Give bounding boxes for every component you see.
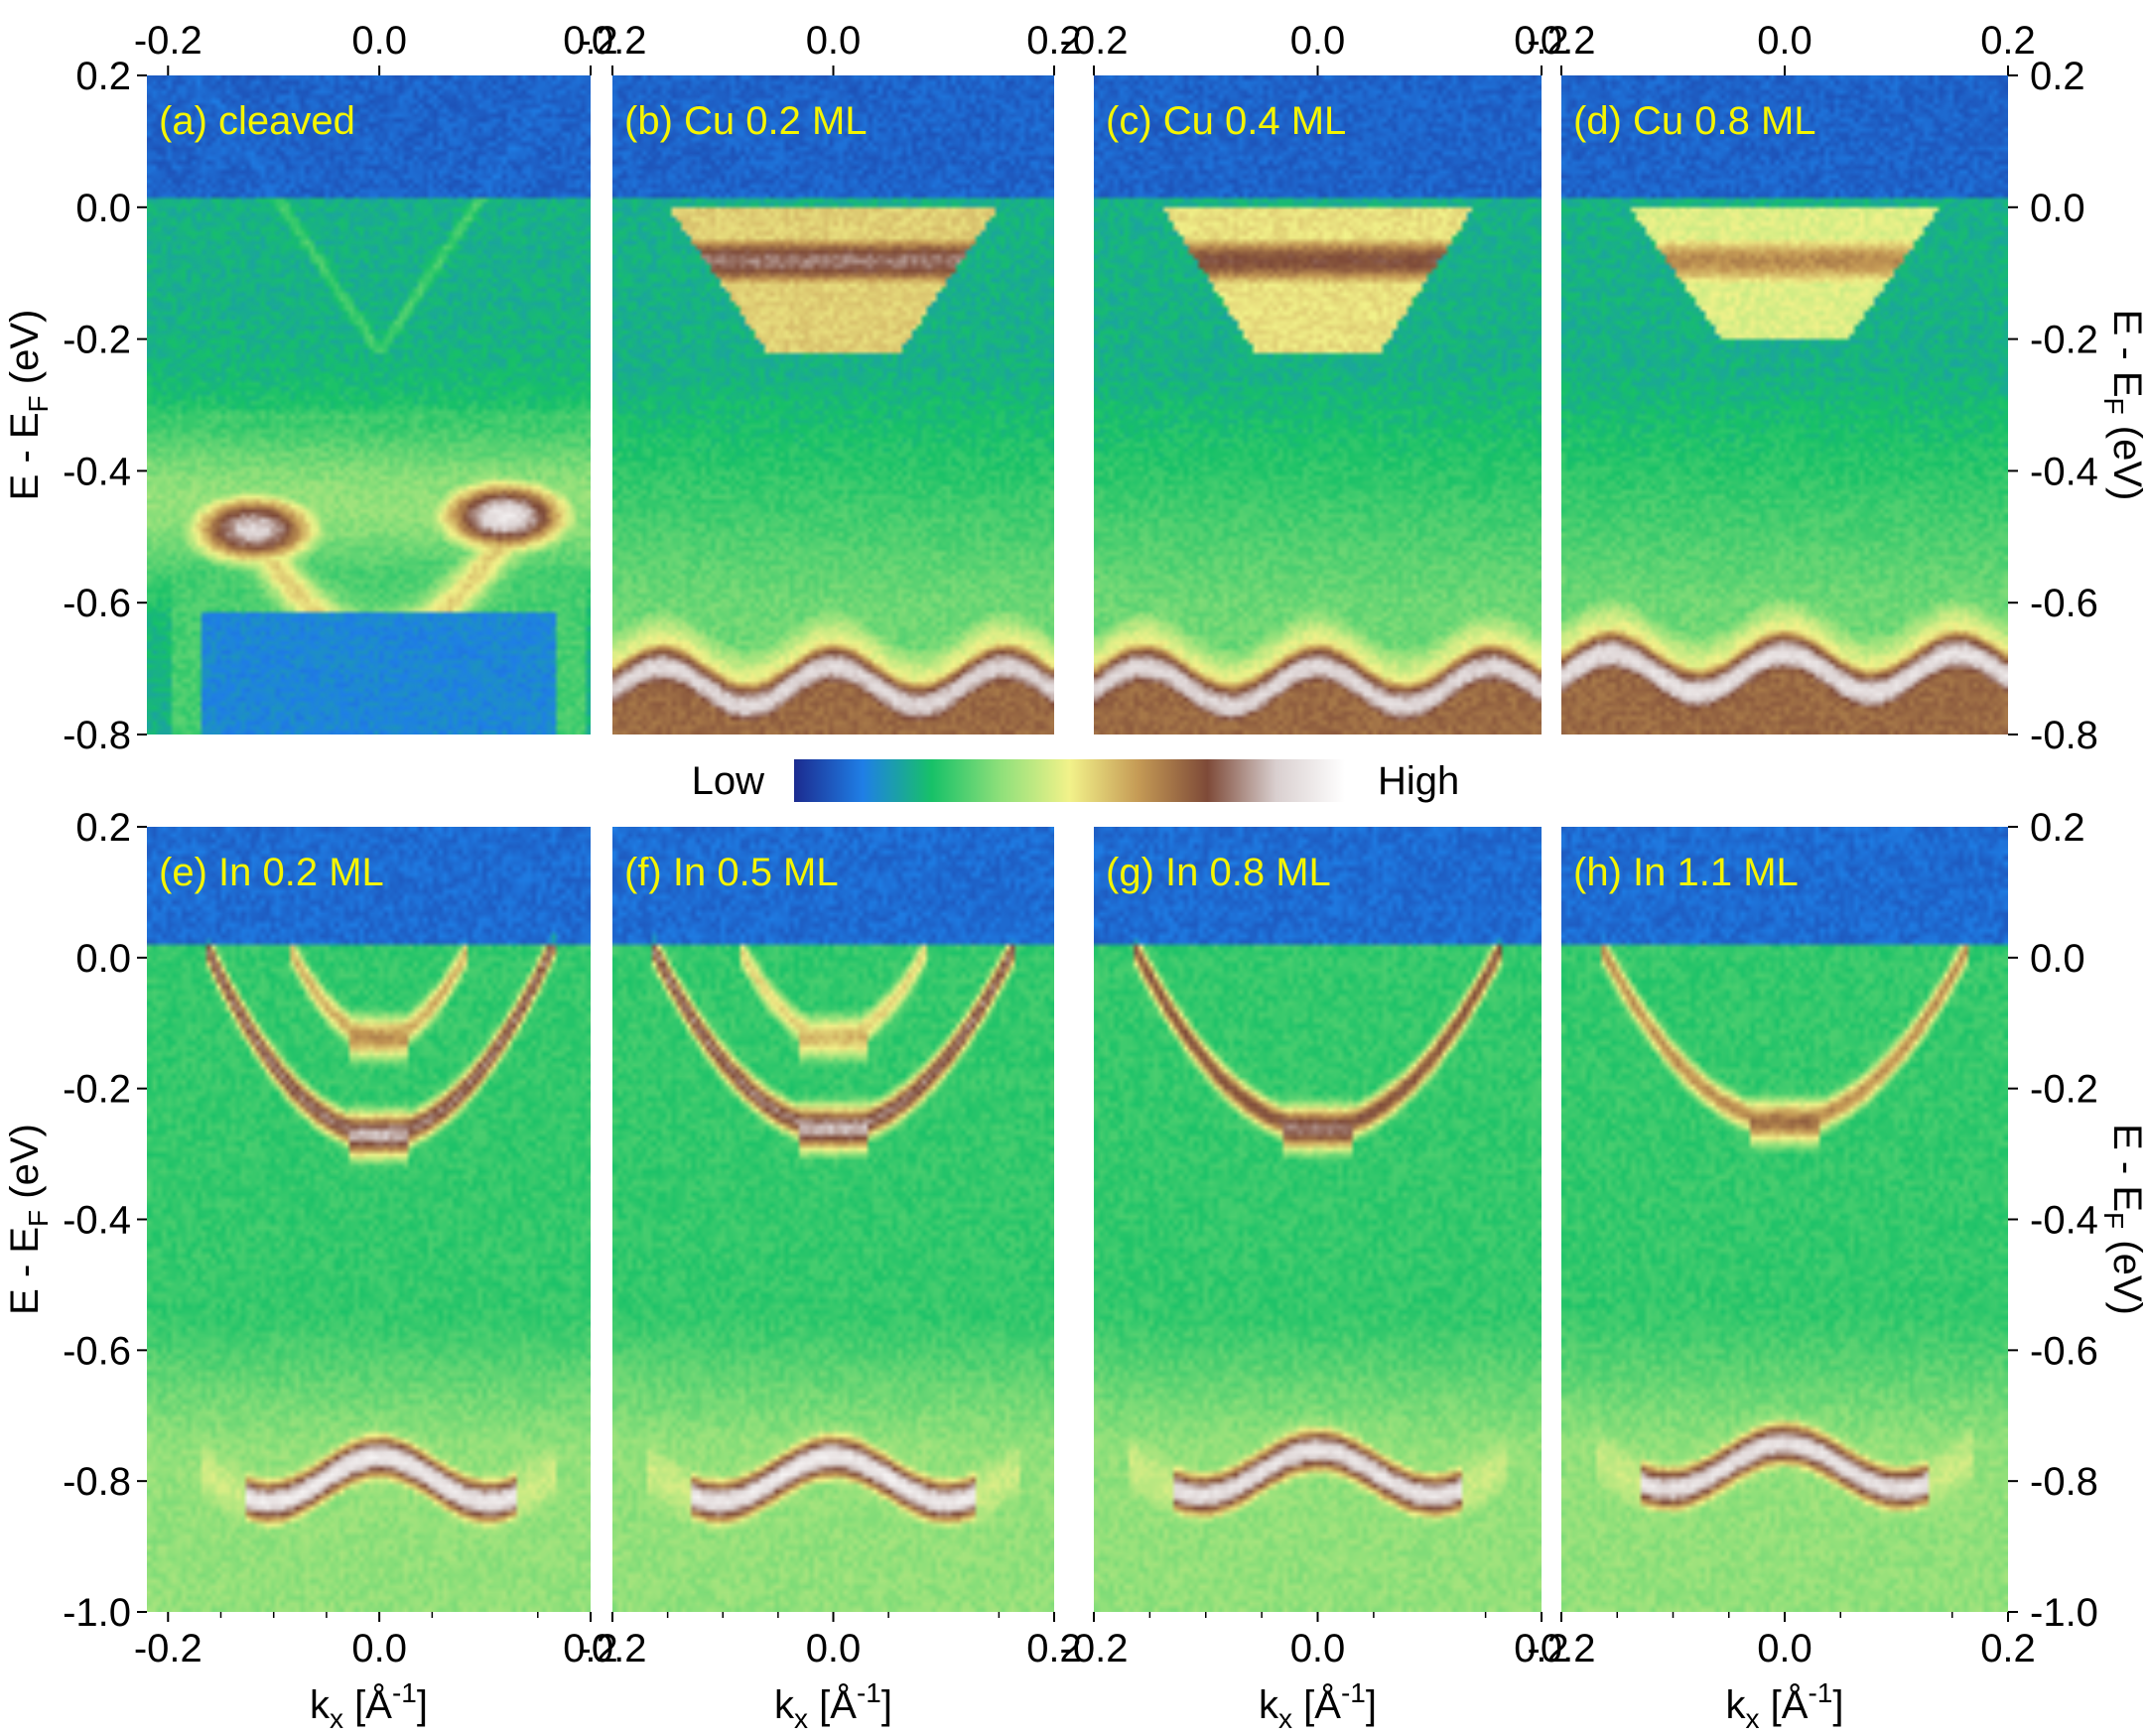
panel-4: (d) Cu 0.8 ML (1561, 75, 2008, 734)
colorbar-bar (794, 759, 1345, 802)
y-tick-label: 0.2 (2030, 55, 2085, 98)
y-axis-label: E - EF (eV) (2098, 310, 2147, 501)
panel-title: (d) Cu 0.8 ML (1573, 99, 1816, 143)
heatmap-image (612, 75, 1054, 734)
colorbar: Low High (692, 759, 1460, 803)
panel-8: (h) In 1.1 ML (1561, 827, 2008, 1612)
panel-5: (e) In 0.2 ML (147, 827, 591, 1612)
y-tick-label: -1.0 (2030, 1591, 2098, 1635)
heatmap-image (147, 827, 591, 1612)
y-tick-label: -0.8 (2030, 1460, 2098, 1504)
x-tick-label: 0.0 (806, 1627, 862, 1670)
y-tick-label: -0.2 (63, 1068, 131, 1112)
colorbar-low-label: Low (692, 759, 764, 803)
heatmap-image (1561, 827, 2008, 1612)
x-tick-label: -0.2 (579, 19, 647, 63)
y-axis-label: E - EF (eV) (3, 1124, 54, 1315)
x-tick-label: 0.0 (351, 19, 407, 63)
panel-axes: -0.2 0.0 0.2kx [Å-1] (1060, 1612, 1569, 1734)
x-tick-label: -0.2 (579, 1627, 647, 1670)
x-tick-label: 0.2 (1980, 19, 2036, 63)
y-tick-label: -0.4 (63, 450, 131, 493)
panel-axes: -0.2 0.0 0.2 (1060, 19, 1569, 75)
panel-axes: -0.2 0.0 0.2kx [Å-1] (579, 1612, 1082, 1734)
y-tick-label: -0.6 (63, 1329, 131, 1373)
y-tick-label: 0.0 (2030, 937, 2085, 981)
y-tick-label: -0.2 (2030, 1068, 2098, 1112)
x-tick-label: 0.0 (1290, 19, 1346, 63)
x-tick-label: -0.2 (134, 1627, 202, 1670)
x-axis-label: kx [Å-1] (774, 1677, 892, 1734)
x-tick-label: 0.0 (351, 1627, 407, 1670)
heatmap-image (1094, 75, 1542, 734)
x-tick-label: 0.0 (1290, 1627, 1346, 1670)
x-tick-label: 0.0 (1757, 1627, 1812, 1670)
y-tick-label: 0.2 (75, 806, 131, 850)
y-tick-label: -0.4 (2030, 1199, 2098, 1243)
panel-1: (a) cleaved (147, 75, 591, 734)
panel-title: (e) In 0.2 ML (159, 851, 384, 894)
heatmap-image (1094, 827, 1542, 1612)
x-axis-label: kx [Å-1] (1259, 1677, 1377, 1734)
y-axis-label: E - EF (eV) (2098, 1124, 2147, 1315)
y-tick-label: -1.0 (63, 1591, 131, 1635)
panel-axes: -0.2 0.0 0.2 (579, 19, 1082, 75)
x-tick-label: -0.2 (1528, 1627, 1596, 1670)
y-tick-label: 0.0 (75, 187, 131, 230)
panel-6: (f) In 0.5 ML (612, 827, 1054, 1612)
y-tick-label: -0.8 (63, 1460, 131, 1504)
y-tick-label: -0.2 (2030, 319, 2098, 362)
panel-title: (f) In 0.5 ML (624, 851, 839, 894)
y-tick-label: 0.0 (2030, 187, 2085, 230)
panel-title: (c) Cu 0.4 ML (1106, 99, 1346, 143)
y-tick-label: -0.2 (63, 319, 131, 362)
x-tick-label: 0.0 (1757, 19, 1812, 63)
heatmap-image (612, 827, 1054, 1612)
panel-group: (a) cleaved (b) Cu 0.2 ML (c) Cu 0.4 ML (d)… (147, 75, 2008, 1612)
x-tick-label: -0.2 (134, 19, 202, 63)
x-tick-label: 0.2 (1980, 1627, 2036, 1670)
panel-3: (c) Cu 0.4 ML (1094, 75, 1542, 734)
panel-2: (b) Cu 0.2 ML (612, 75, 1054, 734)
x-axis-label: kx [Å-1] (1726, 1677, 1844, 1734)
x-tick-label: -0.2 (1060, 19, 1129, 63)
y-tick-label: -0.8 (63, 714, 131, 757)
y-tick-label: 0.0 (75, 937, 131, 981)
x-axis-label: kx [Å-1] (310, 1677, 428, 1734)
y-tick-label: 0.2 (2030, 806, 2085, 850)
y-tick-label: -0.4 (2030, 450, 2098, 493)
x-tick-label: -0.2 (1060, 1627, 1129, 1670)
panel-title: (g) In 0.8 ML (1106, 851, 1331, 894)
colorbar-high-label: High (1378, 759, 1459, 803)
y-tick-label: -0.6 (2030, 1329, 2098, 1373)
heatmap-image (147, 75, 591, 734)
y-tick-label: -0.8 (2030, 714, 2098, 757)
y-tick-label: -0.6 (63, 582, 131, 625)
y-tick-label: -0.4 (63, 1199, 131, 1243)
x-tick-label: 0.0 (806, 19, 862, 63)
panel-title: (h) In 1.1 ML (1573, 851, 1799, 894)
panel-title: (a) cleaved (159, 99, 355, 143)
y-tick-label: 0.2 (75, 55, 131, 98)
heatmap-image (1561, 75, 2008, 734)
y-tick-label: -0.6 (2030, 582, 2098, 625)
y-axis-label: E - EF (eV) (3, 310, 54, 501)
x-tick-label: -0.2 (1528, 19, 1596, 63)
panel-title: (b) Cu 0.2 ML (624, 99, 868, 143)
panel-7: (g) In 0.8 ML (1094, 827, 1542, 1612)
